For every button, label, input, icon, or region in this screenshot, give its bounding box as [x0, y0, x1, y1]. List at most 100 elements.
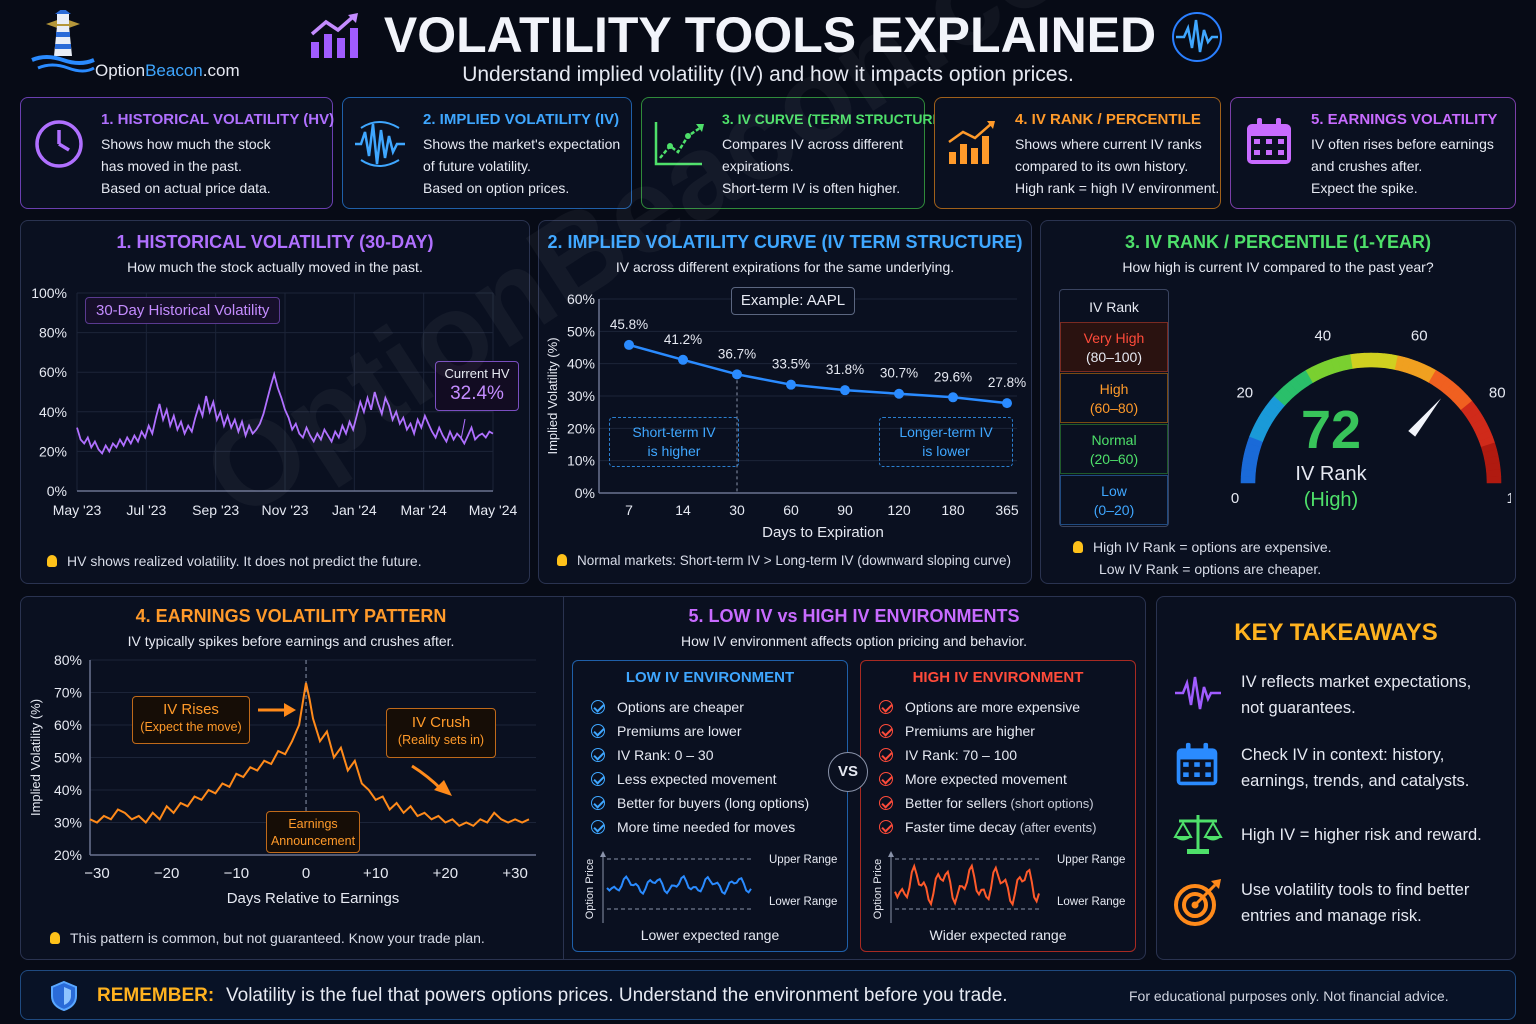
x-tick-label: 365 — [995, 502, 1019, 518]
check-circle-icon — [879, 700, 893, 714]
iv-point — [1002, 398, 1012, 409]
brand-name-b: Beacon — [145, 61, 203, 80]
earnings-note: This pattern is common, but not guarante… — [50, 930, 485, 946]
y-tick-label: 60% — [567, 291, 595, 307]
gauge-arc-segment — [1486, 475, 1502, 484]
card-line: Expect the spike. — [1311, 180, 1418, 196]
card-iv-rank: 4. IV RANK / PERCENTILE Shows where curr… — [934, 97, 1221, 209]
y-tick-label: 40% — [567, 356, 595, 372]
x-tick-label: −20 — [154, 865, 179, 882]
check-circle-icon — [879, 724, 893, 738]
lower-range-label: Lower Range — [1057, 896, 1125, 908]
vs-badge: VS — [828, 752, 868, 792]
current-hv-value: 32.4% — [450, 383, 504, 404]
brand-logo[interactable]: OptionBeacon.com — [20, 8, 260, 90]
card-line: IV often rises before earnings — [1311, 136, 1494, 152]
iv-data-label: 45.8% — [610, 317, 648, 332]
x-tick-label: 60 — [783, 502, 799, 518]
high-iv-item: More expected movement — [879, 771, 1067, 787]
brand-name-a: Option — [95, 61, 146, 80]
x-tick-label: Jan '24 — [332, 502, 377, 518]
card-line: Shows how much the stock — [101, 136, 271, 152]
hv-series-line — [76, 370, 494, 456]
range-axis-arrow — [888, 851, 894, 857]
iv-point — [786, 379, 796, 390]
y-tick-label: 0% — [575, 485, 595, 501]
remember-bar: REMEMBER: Volatility is the fuel that po… — [20, 970, 1516, 1020]
y-tick-label: 10% — [567, 453, 595, 469]
panel-title: 3. IV RANK / PERCENTILE (1-YEAR) — [1124, 232, 1432, 252]
check-circle-icon — [591, 724, 605, 738]
iv-rank-panel: 3. IV RANK / PERCENTILE (1-YEAR) How hig… — [1040, 220, 1516, 584]
level-normal: Normal (20–60) — [1060, 424, 1168, 474]
card-title: 5. EARNINGS VOLATILITY — [1311, 111, 1498, 128]
low-iv-caption: Lower expected range — [640, 927, 780, 943]
y-tick-label: 30% — [54, 815, 82, 831]
high-iv-item: Premiums are higher — [879, 723, 1035, 739]
gauge-needle — [1408, 398, 1442, 437]
gauge-tick-label: 60 — [1411, 328, 1428, 345]
card-line: expirations. — [722, 158, 794, 174]
low-iv-title: LOW IV ENVIRONMENT — [625, 669, 795, 686]
y-tick-label: 80% — [39, 325, 67, 341]
x-tick-label: Sep '23 — [192, 502, 239, 518]
level-low: Low (0–20) — [1060, 475, 1168, 525]
key-takeaways-panel: KEY TAKEAWAYS IV reflects market expecta… — [1156, 596, 1516, 960]
calendar-icon — [1176, 742, 1218, 786]
high-iv-caption: Wider expected range — [929, 927, 1067, 943]
card-line: Compares IV across different — [722, 136, 904, 152]
x-tick-label: +30 — [502, 865, 527, 882]
y-tick-label: 30% — [567, 388, 595, 404]
gauge-value: 72 — [1300, 400, 1362, 460]
lower-range-label: Lower Range — [769, 896, 837, 908]
x-axis-title: Days to Expiration — [762, 524, 884, 541]
upper-range-label: Upper Range — [769, 854, 837, 866]
disclaimer: For educational purposes only. Not finan… — [1129, 988, 1449, 1004]
gauge-tick-label: 20 — [1236, 384, 1253, 401]
card-line: compared to its own history. — [1015, 158, 1189, 174]
iv-rises-box: IV Rises (Expect the move) — [132, 696, 250, 744]
iv-point — [840, 385, 850, 396]
card-line: of future volatility. — [423, 158, 531, 174]
low-iv-item: IV Rank: 0 – 30 — [591, 747, 714, 763]
iv-chart: 0% 10% 20% 30% 40% 50% 60% 7 14 30 60 90 120 180 365 Da… — [545, 291, 1026, 541]
card-earnings-volatility: 5. EARNINGS VOLATILITY IV often rises be… — [1230, 97, 1516, 209]
y-tick-label: 70% — [54, 685, 82, 701]
iv-data-label: 27.8% — [988, 375, 1026, 390]
high-iv-item: Faster time decay (after events) — [879, 819, 1096, 835]
gauge-arc-segment — [1370, 352, 1379, 368]
card-line: Short-term IV is often higher. — [722, 180, 901, 196]
x-tick-label: Nov '23 — [261, 502, 308, 518]
card-line: has moved in the past. — [101, 158, 242, 174]
lighthouse-icon — [31, 10, 95, 73]
earnings-series-line — [89, 682, 530, 827]
card-historical-volatility: 1. HISTORICAL VOLATILITY (HV) Shows how … — [20, 97, 334, 209]
x-tick-label: −10 — [224, 865, 249, 882]
iv-point — [624, 339, 634, 350]
x-tick-label: 30 — [729, 502, 745, 518]
gauge-arc-segment — [1357, 352, 1366, 368]
x-tick-label: 120 — [887, 502, 911, 518]
hv-legend: 30-Day Historical Volatility — [85, 297, 281, 324]
x-tick-label: 0 — [302, 865, 310, 882]
check-circle-icon — [591, 772, 605, 786]
low-iv-box: LOW IV ENVIRONMENT Options are cheaper P… — [572, 660, 848, 952]
x-tick-label: 14 — [675, 502, 691, 518]
low-iv-item: Better for buyers (long options) — [591, 795, 809, 811]
panel-subtitle: How IV environment affects option pricin… — [680, 633, 1028, 649]
clock-icon — [35, 120, 83, 168]
pulse-icon — [1175, 676, 1221, 710]
y-tick-label: 20% — [39, 443, 67, 459]
card-title: 4. IV RANK / PERCENTILE — [1015, 111, 1201, 128]
y-tick-label: 100% — [31, 285, 67, 301]
brand-name-c: .com — [202, 61, 240, 80]
check-circle-icon — [591, 820, 605, 834]
takeaway-item: Use volatility tools to find better entri… — [1241, 881, 1470, 925]
panel-title: 2. IMPLIED VOLATILITY CURVE (IV TERM STR… — [547, 232, 1023, 252]
x-tick-label: 90 — [837, 502, 853, 518]
remember-text: Volatility is the fuel that powers optio… — [226, 985, 1008, 1006]
panel-subtitle: IV across different expirations for the … — [615, 259, 955, 275]
low-iv-item: Premiums are lower — [591, 723, 741, 739]
short-term-box: Short-term IV is higher — [609, 417, 739, 467]
iv-point — [948, 392, 958, 403]
